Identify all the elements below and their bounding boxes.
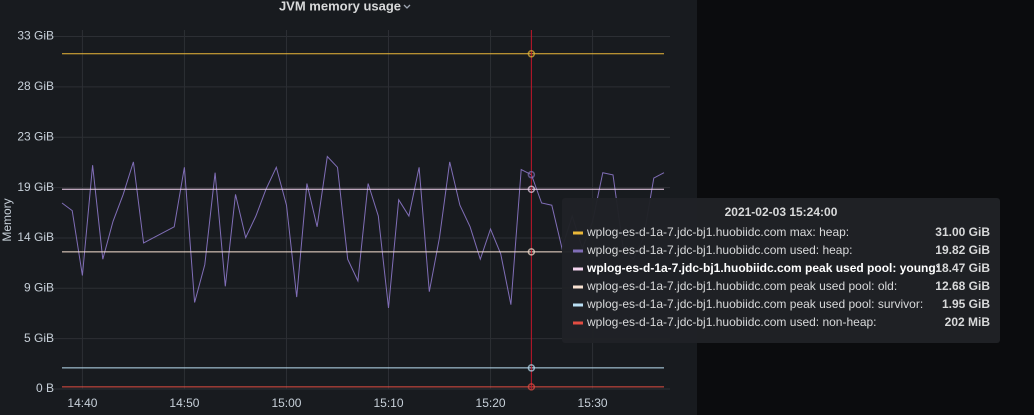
chart-title[interactable]: JVM memory usage: [279, 0, 401, 13]
x-tick-label: 15:00: [271, 396, 301, 410]
tooltip-value: 31.00 GiB: [935, 225, 990, 239]
y-axis-label: Memory: [0, 198, 14, 241]
x-tick-label: 15:20: [476, 396, 506, 410]
legend-swatch: [573, 267, 583, 271]
legend-swatch: [573, 303, 583, 307]
legend-swatch: [573, 285, 583, 289]
hover-point: [527, 185, 536, 194]
y-tick-label: 28 GiB: [17, 79, 54, 93]
y-tick-label: 0 B: [36, 381, 54, 395]
tooltip-box: [562, 198, 1000, 343]
tooltip-value: 18.47 GiB: [935, 261, 990, 275]
hover-point: [527, 383, 536, 391]
y-tick-label: 23 GiB: [17, 129, 54, 143]
tooltip-value: 202 MiB: [945, 315, 991, 329]
x-tick-label: 14:40: [67, 396, 97, 410]
legend-swatch: [573, 249, 583, 253]
legend-label: wplog-es-d-1a-7.jdc-bj1.huobiidc.com pea…: [586, 261, 940, 275]
y-tick-label: 9 GiB: [24, 280, 54, 294]
hover-point: [527, 248, 536, 256]
y-tick-label: 5 GiB: [24, 331, 54, 345]
tooltip-value: 12.68 GiB: [935, 279, 990, 293]
title-chevron[interactable]: [403, 4, 411, 9]
legend-label: wplog-es-d-1a-7.jdc-bj1.huobiidc.com pea…: [586, 279, 897, 293]
hover-point: [527, 364, 536, 372]
hover-point: [527, 50, 536, 58]
legend-swatch: [573, 321, 583, 325]
tooltip-value: 1.95 GiB: [942, 297, 990, 311]
y-tick-label: 14 GiB: [17, 230, 54, 244]
legend-label: wplog-es-d-1a-7.jdc-bj1.huobiidc.com use…: [586, 315, 877, 329]
legend-label: wplog-es-d-1a-7.jdc-bj1.huobiidc.com max…: [586, 225, 849, 239]
y-tick-label: 33 GiB: [17, 29, 54, 43]
x-tick-label: 14:50: [169, 396, 199, 410]
hover-point: [527, 170, 536, 179]
legend-label: wplog-es-d-1a-7.jdc-bj1.huobiidc.com pea…: [586, 297, 923, 311]
tooltip-value: 19.82 GiB: [935, 243, 990, 257]
y-tick-label: 19 GiB: [17, 180, 54, 194]
x-tick-label: 15:30: [578, 396, 608, 410]
x-tick-label: 15:10: [373, 396, 403, 410]
tooltip-title: 2021-02-03 15:24:00: [725, 205, 838, 219]
legend-swatch: [573, 231, 583, 235]
legend-label: wplog-es-d-1a-7.jdc-bj1.huobiidc.com use…: [586, 243, 852, 257]
